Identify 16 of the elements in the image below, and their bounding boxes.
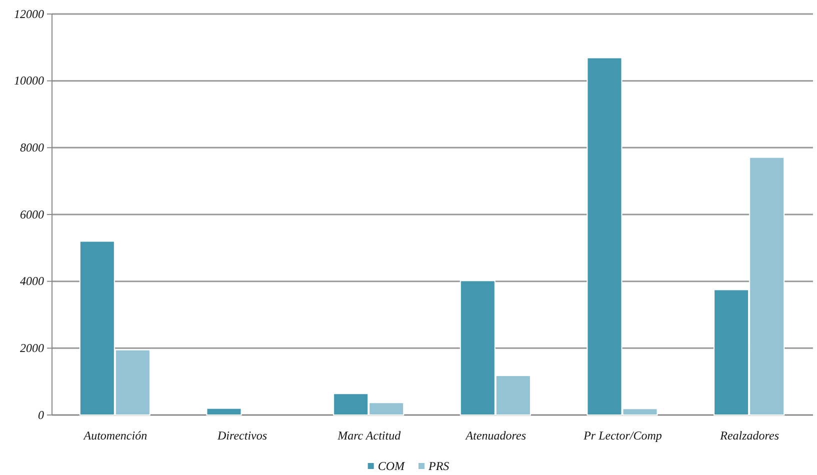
x-tick-label: Pr Lector/Comp: [582, 428, 662, 443]
legend-label: PRS: [428, 459, 450, 473]
y-tick-label: 10000: [14, 74, 44, 88]
x-tick-label: Directivos: [216, 428, 268, 443]
y-tick-label: 2000: [20, 341, 44, 356]
y-tick-label: 4000: [20, 274, 44, 288]
y-tick-label: 6000: [20, 207, 44, 222]
x-tick-label: Atenuadores: [464, 428, 526, 443]
y-tick-label: 12000: [14, 6, 44, 21]
x-tick-label: Automención: [82, 428, 148, 443]
legend-label: COM: [378, 459, 406, 473]
y-tick-label: 8000: [20, 140, 44, 155]
x-tick-label: Marc Actitud: [336, 428, 402, 443]
x-tick-label: Realzadores: [719, 428, 780, 443]
bar: [206, 408, 242, 416]
y-tick-label: 0: [38, 408, 44, 422]
